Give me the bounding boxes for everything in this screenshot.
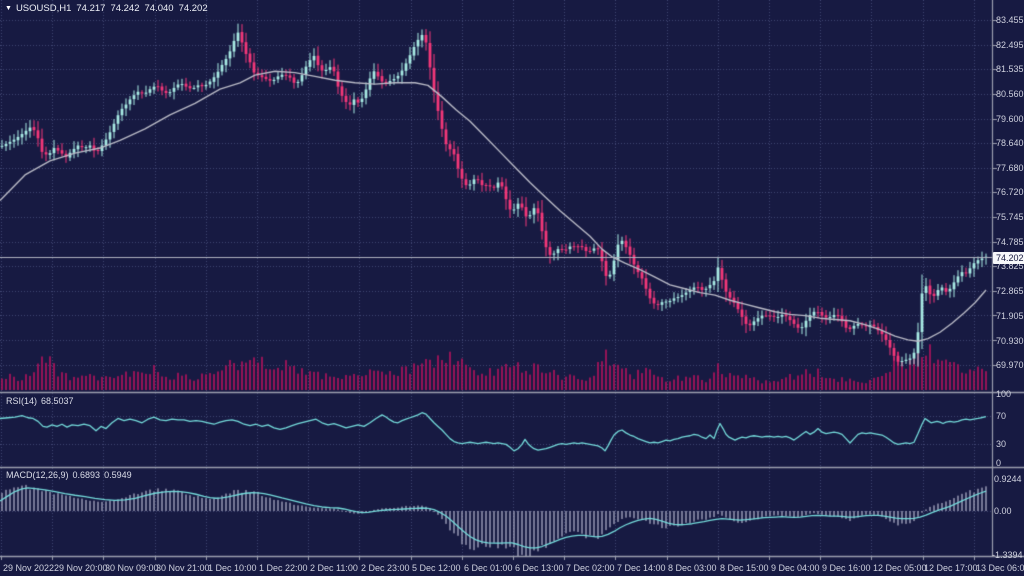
rsi-current-value: 68.5037: [41, 396, 74, 406]
time-axis-label: 6 Dec 01:00: [464, 563, 513, 573]
time-axis-label: 6 Dec 13:00: [515, 563, 564, 573]
time-axis-label: 9 Dec 04:00: [771, 563, 820, 573]
price-axis-label: 82.495: [996, 40, 1024, 50]
time-axis-label: 30 Nov 21:00: [156, 563, 210, 573]
time-axis-label: 7 Dec 14:00: [617, 563, 666, 573]
time-axis-label: 8 Dec 03:00: [668, 563, 717, 573]
time-axis-label: 2 Dec 11:00: [310, 563, 358, 573]
time-axis-label: 7 Dec 02:00: [566, 563, 615, 573]
price-axis-label: 78.640: [996, 138, 1024, 148]
macd-signal-value: 0.5949: [104, 470, 132, 480]
time-axis-label: 13 Dec 06:00: [976, 563, 1024, 573]
rsi-axis-label: 100: [996, 389, 1012, 399]
rsi-axis-label: 70: [996, 411, 1007, 421]
time-axis-label: 8 Dec 15:00: [720, 563, 769, 573]
macd-axis-label: -1.3394: [992, 550, 1023, 560]
time-axis-label: 12 Dec 17:00: [924, 563, 978, 573]
rsi-name: RSI(14): [6, 396, 38, 406]
time-axis-label: 29 Nov 20:00: [54, 563, 108, 573]
rsi-axis-label: 30: [996, 439, 1007, 449]
collapse-triangle-icon[interactable]: ▼: [5, 5, 12, 12]
macd-axis-label: 0.00: [994, 506, 1012, 516]
price-axis-label: 71.905: [996, 311, 1024, 321]
price-axis-label: 80.560: [996, 89, 1024, 99]
price-axis-label: 73.825: [996, 261, 1024, 271]
price-axis-label: 72.865: [996, 286, 1024, 296]
rsi-axis-label: 0: [996, 458, 1002, 468]
macd-main-value: 0.6893: [72, 470, 101, 480]
price-axis-label: 74.785: [996, 237, 1024, 247]
time-axis-label: 30 Nov 09:00: [105, 563, 159, 573]
time-axis-label: 1 Dec 22:00: [259, 563, 308, 573]
quote-open: 74.217: [76, 3, 106, 14]
time-axis-label: 2 Dec 23:00: [361, 563, 410, 573]
symbol-period-label: USOUSD,H1: [15, 3, 72, 14]
chart-header: ▼ USOUSD,H1 74.217 74.242 74.040 74.202: [5, 3, 208, 15]
time-axis-label: 29 Nov 2022: [3, 563, 55, 573]
macd-axis-label: 0.9244: [994, 474, 1022, 484]
price-axis-label: 81.535: [996, 64, 1024, 74]
price-axis-label: 77.680: [996, 163, 1024, 173]
quote-high: 74.242: [110, 3, 140, 14]
price-axis-label: 83.455: [996, 15, 1024, 25]
quote-close: 74.202: [178, 3, 208, 14]
macd-indicator-label: MACD(12,26,9) 0.6893 0.5949: [6, 470, 136, 480]
rsi-indicator-label: RSI(14) 68.5037: [6, 396, 78, 406]
time-axis-label: 5 Dec 12:00: [412, 563, 461, 573]
price-axis-label: 69.970: [996, 360, 1024, 370]
price-axis-label: 76.720: [996, 187, 1024, 197]
time-axis-label: 12 Dec 05:00: [873, 563, 927, 573]
price-axis-label: 70.930: [996, 336, 1024, 346]
price-axis-label: 75.745: [996, 212, 1024, 222]
time-axis-label: 9 Dec 16:00: [822, 563, 871, 573]
current-price-tag: 74.202: [993, 251, 1024, 264]
time-axis-label: 1 Dec 10:00: [208, 563, 257, 573]
price-axis-label: 79.600: [996, 114, 1024, 124]
macd-name: MACD(12,26,9): [6, 470, 69, 480]
quote-low: 74.040: [144, 3, 174, 14]
